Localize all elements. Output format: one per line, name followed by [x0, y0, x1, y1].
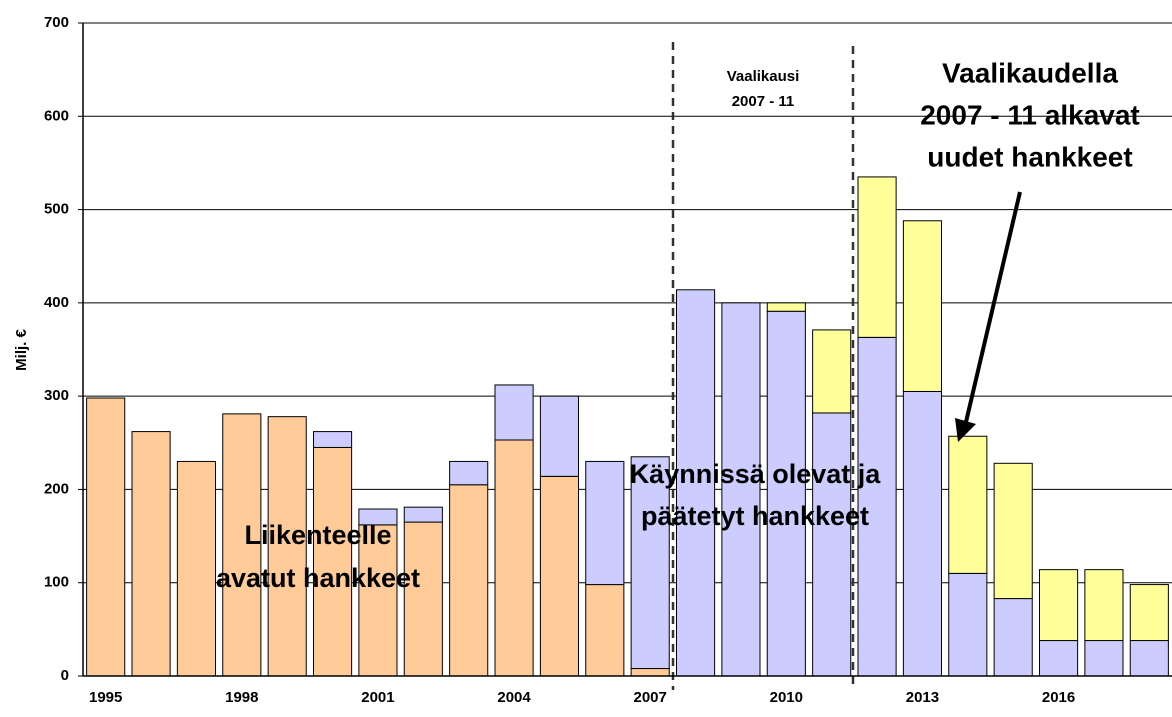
bar — [131, 431, 171, 677]
series-label: 2007 - 11 alkavat — [920, 99, 1140, 130]
bar — [902, 220, 942, 392]
x-tick-label: 2010 — [770, 689, 803, 706]
bar — [403, 521, 443, 677]
bar — [403, 506, 443, 523]
bar — [902, 390, 942, 677]
bar — [1129, 640, 1169, 677]
y-axis-label: Milj. € — [13, 329, 30, 371]
series-label: Vaalikaudella — [942, 57, 1118, 88]
bar — [585, 584, 625, 677]
bar — [721, 302, 761, 677]
bar — [449, 484, 489, 677]
bar — [539, 395, 579, 477]
bar — [948, 435, 988, 574]
bar — [812, 412, 852, 677]
bar — [313, 431, 353, 448]
x-tick-label: 2013 — [906, 689, 939, 706]
annotation: Vaalikausi — [727, 68, 800, 85]
bar — [494, 384, 534, 441]
bar — [494, 439, 534, 677]
bar — [313, 446, 353, 677]
arrow — [964, 191, 1022, 423]
bar — [358, 508, 398, 526]
bar — [1084, 640, 1124, 677]
series-label: Liikenteelle — [244, 520, 391, 550]
bar — [676, 289, 716, 677]
bar — [585, 460, 625, 586]
x-tick-label: 1998 — [225, 689, 258, 706]
y-tick-label: 500 — [44, 201, 69, 218]
bar — [176, 460, 216, 677]
x-tick-label: 2016 — [1042, 689, 1075, 706]
bar — [766, 310, 806, 677]
bar — [993, 598, 1033, 677]
x-tick-label: 2004 — [497, 689, 531, 706]
y-tick-label: 200 — [44, 480, 69, 497]
x-tick-label: 2007 — [634, 689, 667, 706]
bar — [857, 176, 897, 338]
bar — [86, 397, 126, 677]
x-tick-label: 1995 — [89, 689, 122, 706]
bar — [948, 572, 988, 677]
arrow-head — [955, 418, 976, 442]
y-tick-label: 0 — [61, 667, 69, 684]
y-tick-label: 600 — [44, 107, 69, 124]
bar — [1039, 640, 1079, 677]
bar — [766, 302, 806, 312]
annotation: 2007 - 11 — [732, 93, 795, 110]
y-tick-label: 400 — [44, 294, 69, 311]
bar — [1084, 569, 1124, 642]
x-tick-label: 2001 — [361, 689, 394, 706]
y-tick-label: 700 — [44, 14, 69, 31]
y-tick-label: 100 — [44, 574, 69, 591]
bar — [630, 668, 670, 677]
series-label: Käynnissä olevat ja — [630, 459, 882, 489]
series-label: päätetyt hankkeet — [641, 501, 869, 531]
y-tick-label: 300 — [44, 387, 69, 404]
bar — [1129, 584, 1169, 642]
bar — [993, 462, 1033, 600]
bar — [1039, 569, 1079, 642]
series-label: uudet hankkeet — [927, 141, 1132, 172]
bar — [630, 456, 670, 670]
bar — [539, 475, 579, 677]
bar — [449, 460, 489, 486]
bar — [812, 329, 852, 414]
series-label: avatut hankkeet — [216, 563, 420, 593]
